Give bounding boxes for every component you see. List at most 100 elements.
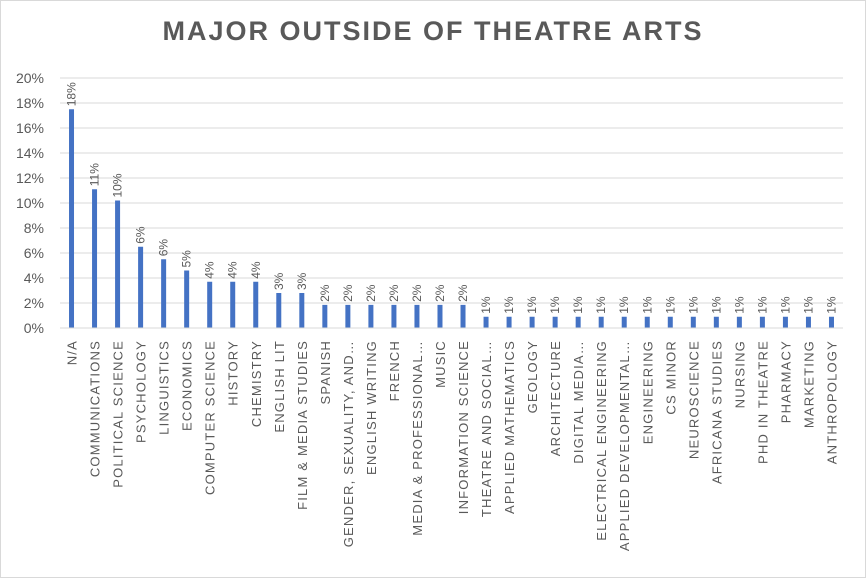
data-label: 1% [686,296,700,314]
category-label: ANTHROPOLOGY [824,340,839,464]
y-tick-label: 8% [24,220,44,236]
data-label: 4% [249,261,263,279]
category-label: COMMUNICATIONS [88,340,103,477]
category-label: SPANISH [318,340,333,405]
category-label: APPLIED DEVELOPMENTAL… [617,340,632,551]
data-label: 2% [410,284,424,302]
data-label: 2% [387,284,401,302]
category-label: ECONOMICS [180,340,195,431]
bar [437,304,443,328]
data-label: 1% [778,296,792,314]
bar [529,316,535,328]
bar [575,316,581,328]
data-label: 2% [318,284,332,302]
category-label: DIGITAL MEDIA… [571,340,586,464]
data-label: 1% [640,296,654,314]
data-label: 1% [525,296,539,314]
bar [69,109,75,328]
bar [161,259,167,328]
y-tick-label: 16% [16,120,44,136]
bar [736,316,742,328]
y-tick-label: 6% [24,245,44,261]
category-label: THEATRE AND SOCIAL… [479,340,494,517]
y-tick-label: 12% [16,170,44,186]
y-tick-label: 18% [16,95,44,111]
data-label: 1% [732,296,746,314]
data-label: 4% [203,261,217,279]
category-label: MEDIA & PROFESSIONAL… [410,340,425,536]
data-label: 1% [502,296,516,314]
category-label: CHEMISTRY [249,340,264,427]
bar [552,316,558,328]
bar [667,316,673,328]
category-label: GENDER, SEXUALITY, AND… [341,340,356,547]
data-label: 1% [663,296,677,314]
data-labels: 18% 11% 10% 6% 6% 5% 4% 4% 4% 3% 3% 2% 2% 2% 2% 2% 2% 2% 1… [65,82,839,314]
data-label: 18% [65,82,79,106]
category-label: APPLIED MATHEMATICS [502,340,517,514]
category-label: ENGLISH LIT [272,340,287,433]
bar [345,304,351,328]
category-label: MARKETING [801,340,816,428]
bar [276,293,282,328]
category-label: PHD IN THEATRE [755,340,770,464]
data-label: 6% [134,226,148,244]
category-label: GEOLOGY [525,340,540,413]
data-label: 1% [709,296,723,314]
bar [713,316,719,328]
category-label: NURSING [732,340,747,408]
category-labels: N/A COMMUNICATIONS POLITICAL SCIENCE PSYCHO… [65,340,840,551]
data-label: 2% [364,284,378,302]
data-label: 5% [180,250,194,268]
category-label: N/A [65,340,80,365]
y-tick-label: 10% [16,195,44,211]
data-label: 3% [272,272,286,290]
bar [414,304,420,328]
bar [598,316,604,328]
data-label: 1% [801,296,815,314]
bar [391,304,397,328]
y-tick-label: 20% [16,70,44,86]
chart-title: MAJOR OUTSIDE OF THEATRE ARTS [162,16,704,46]
category-label: POLITICAL SCIENCE [111,340,126,488]
category-label: LINGUISTICS [157,340,172,435]
bar [230,281,236,328]
gridlines [60,77,843,304]
bar [115,200,121,328]
data-label: 10% [111,173,125,197]
data-label: 1% [617,296,631,314]
bar [690,316,696,328]
bar [782,316,788,328]
bar [460,304,466,328]
y-tick-label: 2% [24,295,44,311]
y-axis-ticks: 0% 2% 4% 6% 8% 10% 12% 14% 16% 18% 20% [16,70,44,336]
bar [253,281,259,328]
category-label: COMPUTER SCIENCE [203,340,218,495]
data-label: 1% [548,296,562,314]
data-label: 4% [226,261,240,279]
bar [92,189,98,328]
category-label: PSYCHOLOGY [134,340,149,443]
bar [644,316,650,328]
bar [506,316,512,328]
data-label: 1% [479,296,493,314]
bar [621,316,627,328]
data-label: 2% [341,284,355,302]
category-label: HISTORY [226,340,241,406]
y-tick-label: 0% [24,320,44,336]
data-label: 11% [88,163,102,186]
category-label: AFRICANA STUDIES [709,340,724,484]
data-label: 1% [755,296,769,314]
bar [828,316,834,328]
category-label: ARCHITECTURE [548,340,563,456]
category-label: ENGLISH WRITING [364,340,379,475]
category-label: INFORMATION SCIENCE [456,340,471,514]
bars [69,109,834,328]
bar [207,281,213,328]
bar [805,316,811,328]
category-label: MUSIC [433,340,448,388]
category-label: PHARMACY [778,340,793,423]
data-label: 3% [295,272,309,290]
